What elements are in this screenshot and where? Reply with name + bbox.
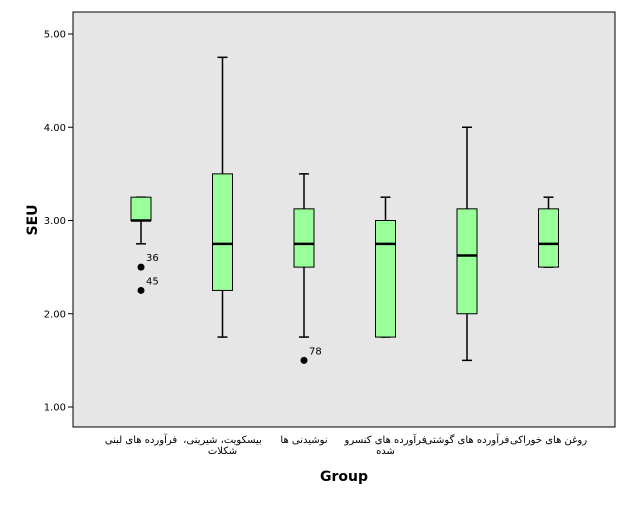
x-category-label: بیسکویت، شیرینی، شکلات <box>183 435 262 457</box>
x-axis-title: Group <box>320 469 368 485</box>
box-iqr <box>456 208 478 315</box>
box-iqr <box>293 208 315 268</box>
box-iqr <box>130 196 152 221</box>
box-group <box>456 126 478 362</box>
box-iqr <box>212 173 233 291</box>
box-group: 36 45 <box>130 196 159 294</box>
x-category-label: نوشیدنی ها <box>280 435 327 446</box>
y-tick-label: 2.00 <box>44 309 66 320</box>
y-axis-title: SEU <box>25 204 41 235</box>
x-category-label: فرآورده های گوشتی <box>425 433 510 446</box>
box-group <box>538 196 559 268</box>
plot-area <box>72 11 616 428</box>
x-axis-labels: فرآورده های لبنی بیسکویت، شیرینی، شکلات نوش… <box>105 433 587 457</box>
outlier-point <box>300 356 308 364</box>
outlier-point <box>137 263 145 271</box>
y-tick-label: 5.00 <box>44 30 66 41</box>
outlier-label: 45 <box>146 276 159 287</box>
boxes-group: 36 45 78 <box>130 56 559 364</box>
y-tick-label: 3.00 <box>44 216 66 227</box>
outlier-label: 78 <box>309 346 322 357</box>
y-tick-label: 1.00 <box>44 403 66 414</box>
box-group <box>212 56 233 338</box>
box-group <box>375 196 396 338</box>
box-iqr <box>538 208 559 268</box>
box-group: 78 <box>293 173 322 364</box>
outlier-label: 36 <box>146 253 159 264</box>
y-tick-label: 4.00 <box>44 123 66 134</box>
outlier-point <box>137 286 145 294</box>
x-category-label: روغن های خوراکی <box>510 435 587 446</box>
x-category-label: فرآورده های کنسرو شده <box>344 433 427 457</box>
y-axis: 1.00 2.00 3.00 4.00 5.00 <box>44 30 73 414</box>
box-iqr <box>375 220 396 338</box>
x-category-label: فرآورده های لبنی <box>105 433 178 446</box>
